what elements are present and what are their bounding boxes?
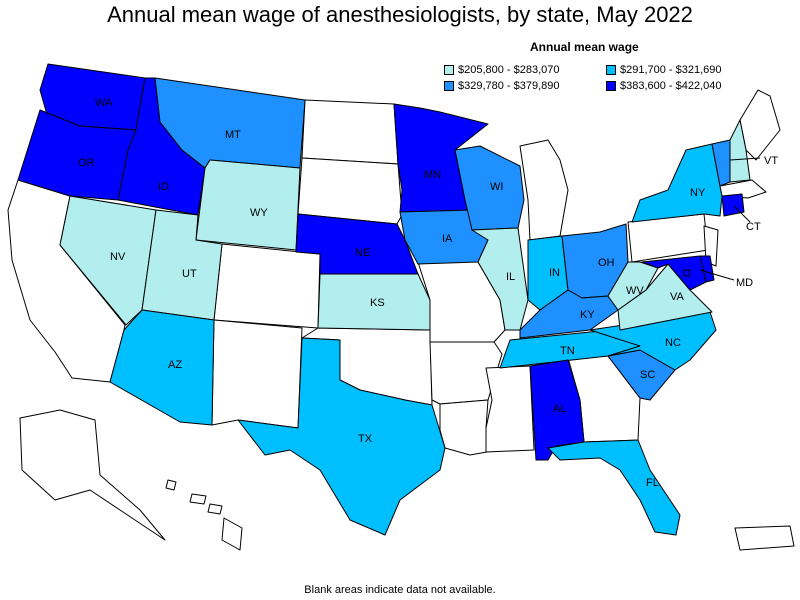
- state-wi: [454, 145, 525, 231]
- state-label-mt: MT: [225, 129, 241, 141]
- legend-label: $291,700 - $321,690: [620, 64, 722, 76]
- legend-label: $383,600 - $422,040: [620, 80, 722, 92]
- state-nh: [729, 119, 751, 183]
- state-nv: [59, 195, 157, 326]
- state-label-wy: WY: [250, 207, 268, 219]
- state-label-ks: KS: [370, 297, 385, 309]
- legend-label: $329,780 - $379,890: [458, 80, 560, 92]
- state-label-sc: SC: [640, 369, 655, 381]
- leader-line-md: [699, 269, 735, 281]
- state-label-il: IL: [506, 271, 515, 283]
- state-co: [213, 243, 321, 329]
- state-label-ia: IA: [442, 233, 453, 245]
- legend-item: $383,600 - $422,040: [606, 80, 722, 92]
- legend-swatch: [606, 81, 616, 91]
- state-label-ky: KY: [580, 309, 595, 321]
- state-label-az: AZ: [168, 359, 182, 371]
- state-label-oh: OH: [598, 257, 615, 269]
- state-label-tx: TX: [358, 433, 373, 445]
- state-ks: [317, 273, 431, 331]
- state-ak: [19, 409, 166, 541]
- state-az: [109, 309, 215, 426]
- leader-line-ct: [733, 205, 751, 223]
- state-nm: [211, 319, 303, 429]
- state-label-mn: MN: [424, 169, 441, 181]
- no-data-states: [7, 89, 795, 551]
- state-pr: [734, 525, 795, 551]
- state-nd: [301, 99, 399, 165]
- state-label-wi: WI: [490, 181, 503, 193]
- state-label-md: MD: [736, 277, 753, 289]
- map-title: Annual mean wage of anesthesiologists, b…: [107, 2, 693, 27]
- legend-swatch: [606, 65, 616, 75]
- legend-swatch: [444, 65, 454, 75]
- legend-swatch: [444, 81, 454, 91]
- state-ms: [485, 365, 535, 453]
- state-label-va: VA: [670, 291, 685, 303]
- legend-label: $205,800 - $283,070: [458, 64, 560, 76]
- state-label-vt: VT: [764, 155, 778, 167]
- legend-item: $291,700 - $321,690: [606, 64, 722, 76]
- state-ma: [719, 179, 767, 199]
- state-de: [699, 255, 715, 283]
- state-label-ny: NY: [690, 187, 706, 199]
- state-label-nc: NC: [665, 337, 681, 349]
- state-label-ne: NE: [355, 247, 370, 259]
- state-mi: [519, 139, 569, 241]
- state-label-al: AL: [553, 403, 566, 415]
- state-label-ut: UT: [182, 268, 197, 280]
- state-label-wa: WA: [95, 97, 113, 109]
- state-dc: [683, 269, 691, 277]
- state-label-fl: FL: [646, 477, 659, 489]
- legend-item: $329,780 - $379,890: [444, 80, 560, 92]
- state-ny: [631, 143, 723, 223]
- state-il: [471, 227, 529, 331]
- leader-line-vt: [729, 157, 761, 161]
- state-label-wv: WV: [626, 285, 644, 297]
- state-wy: [195, 159, 301, 251]
- state-label-id: ID: [158, 181, 169, 193]
- state-fl: [547, 439, 681, 536]
- state-label-tn: TN: [560, 345, 575, 357]
- footnote: Blank areas indicate data not available.: [304, 584, 496, 596]
- state-label-nv: NV: [110, 251, 126, 263]
- state-tx: [237, 337, 446, 536]
- state-sd: [297, 157, 403, 225]
- legend-item: $205,800 - $283,070: [444, 64, 560, 76]
- legend-title: Annual mean wage: [530, 40, 639, 54]
- state-label-or: OR: [78, 157, 95, 169]
- state-label-ct: CT: [746, 221, 761, 233]
- state-hi: [165, 479, 243, 551]
- state-label-in: IN: [549, 267, 560, 279]
